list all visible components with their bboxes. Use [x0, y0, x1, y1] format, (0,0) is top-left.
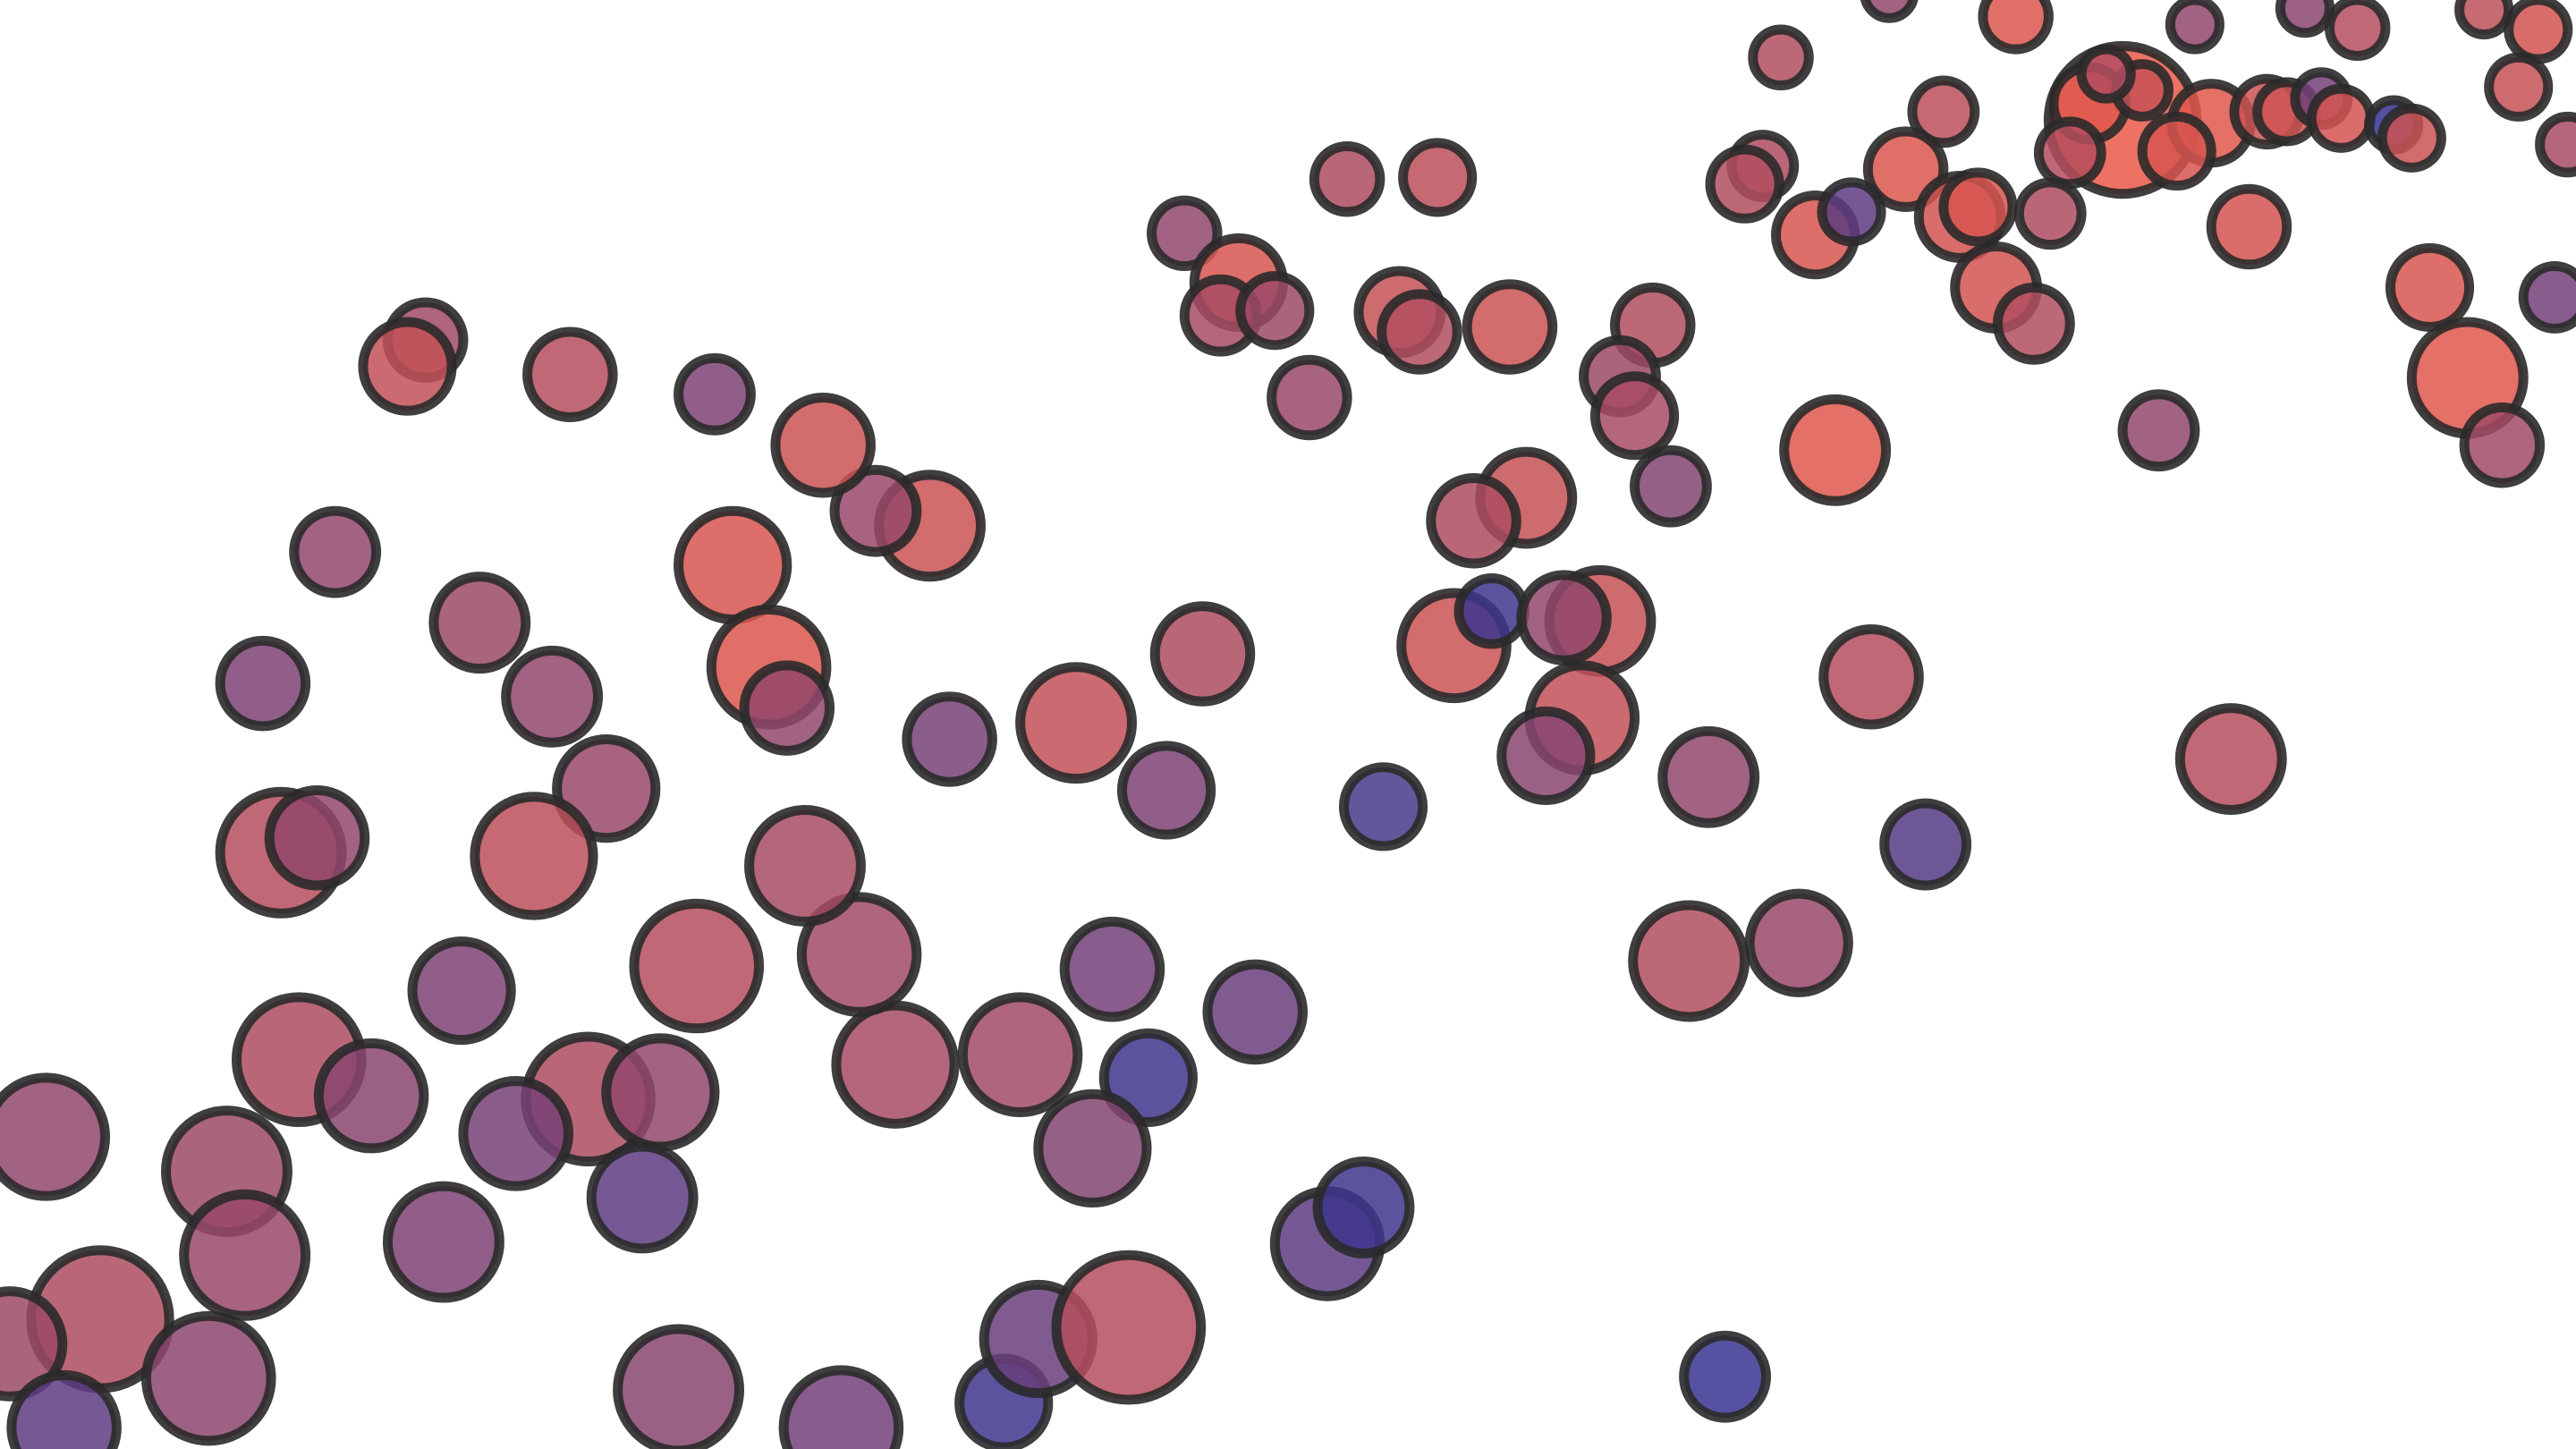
bubble-point-113: [0, 1286, 68, 1402]
bubble-point-19: [2165, 0, 2224, 55]
bubble-point-28: [1817, 177, 1886, 247]
bubble-point-99: [264, 784, 370, 891]
bubble-point-18: [2535, 111, 2576, 178]
bubble-point-35: [2385, 242, 2475, 333]
bubble-point-16: [2504, 0, 2573, 64]
bubble-point-22: [1748, 24, 1814, 91]
bubble-point-90: [522, 326, 618, 423]
bubble-point-21: [1860, 0, 1919, 23]
bubble-point-56: [1426, 472, 1521, 569]
bubble-point-69: [1628, 900, 1750, 1022]
bubble-point-93: [289, 505, 382, 598]
bubble-point-39: [2117, 389, 2200, 472]
bubble-point-73: [902, 691, 997, 787]
bubble-point-117: [778, 1365, 904, 1449]
bubble-point-70: [1149, 601, 1256, 707]
bubble-point-63: [1657, 725, 1760, 828]
bubble-point-78: [957, 992, 1083, 1117]
bubble-point-53: [1235, 271, 1315, 351]
bubble-point-77: [1033, 1089, 1152, 1208]
bubble-point-14: [2275, 0, 2334, 38]
bubble-point-75: [1202, 959, 1309, 1065]
bubble-point-114: [140, 1310, 276, 1446]
bubble-point-6: [2033, 116, 2106, 190]
bubble-point-65: [2174, 703, 2287, 816]
bubble-point-20: [1978, 0, 2054, 55]
bubble-point-50: [1147, 195, 1223, 272]
bubble-point-64: [1818, 623, 1924, 730]
bubble-point-66: [1879, 798, 1972, 891]
bubble-point-41: [1630, 445, 1712, 528]
bubble-point-108: [0, 1072, 111, 1201]
bubble-point-86: [674, 505, 792, 624]
bubble-point-88: [739, 660, 835, 756]
bubble-point-60: [1516, 570, 1612, 665]
bubble-point-107: [586, 1141, 699, 1254]
bubble-point-84: [829, 464, 922, 557]
bubble-point-85: [770, 392, 876, 498]
bubble-point-68: [1744, 888, 1853, 997]
bubble-point-123: [1679, 1330, 1771, 1423]
bubble-point-116: [613, 1324, 745, 1449]
bubble-point-95: [501, 645, 604, 748]
bubble-point-89: [674, 352, 756, 436]
bubble-point-94: [428, 572, 531, 674]
bubble-point-105: [601, 1033, 720, 1152]
bubble-point-13: [2324, 0, 2391, 61]
bubble-point-74: [1059, 916, 1165, 1022]
bubble-point-26: [1705, 144, 1784, 224]
bubble-point-106: [458, 1076, 574, 1191]
bubble-point-32: [2206, 183, 2292, 270]
bubble-point-3: [2076, 44, 2136, 104]
bubble-point-58: [1453, 573, 1530, 649]
bubble-point-122: [1312, 1157, 1415, 1258]
bubble-point-62: [1496, 706, 1596, 805]
bubble-point-54: [1267, 354, 1352, 441]
bubble-point-71: [1015, 662, 1138, 784]
bubble-point-36: [2518, 261, 2576, 334]
bubble-point-103: [313, 1038, 429, 1154]
bubble-point-100: [470, 792, 598, 920]
bubble-point-48: [1398, 138, 1478, 217]
bubble-point-10: [2306, 83, 2376, 153]
bubble-point-67: [1338, 762, 1428, 852]
bubble-point-40: [1779, 394, 1892, 506]
bubble-point-47: [1377, 289, 1462, 375]
bubble-point-31: [2013, 177, 2087, 250]
bubble-point-12: [2377, 103, 2446, 173]
bubble-point-45: [1462, 279, 1558, 375]
bubble-point-79: [831, 1000, 960, 1129]
bubble-point-44: [1589, 371, 1680, 461]
bubble-point-80: [796, 892, 922, 1017]
bubble-point-82: [629, 898, 765, 1034]
bubble-point-115: [6, 1369, 122, 1449]
bubble-point-30: [1938, 167, 2018, 247]
bubble-point-38: [2459, 402, 2546, 488]
bubble-point-110: [179, 1189, 311, 1321]
bubble-point-23: [1907, 75, 1980, 148]
bubble-point-111: [382, 1181, 504, 1303]
bubble-point-34: [1992, 282, 2075, 365]
bubble-point-81: [744, 805, 866, 927]
bubble-point-49: [1309, 140, 1385, 217]
bubble-point-15: [2454, 0, 2514, 40]
bubble-point-5: [2137, 111, 2216, 191]
bubble-point-120: [1051, 1250, 1207, 1405]
bubble-point-97: [215, 635, 311, 732]
bubble-point-101: [407, 936, 516, 1046]
bubble-point-72: [1116, 741, 1216, 840]
bubble-point-17: [2484, 52, 2554, 122]
bubble-point-92: [358, 317, 457, 416]
